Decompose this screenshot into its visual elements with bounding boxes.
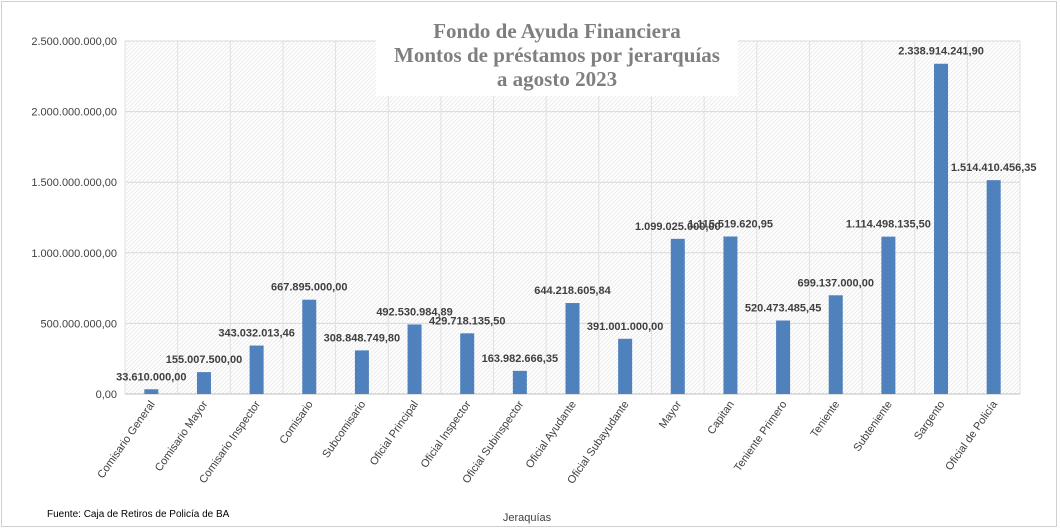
x-tick-label-8: Oficial Subinspector <box>460 399 526 486</box>
chart-title-line-3: a agosto 2023 <box>496 67 618 91</box>
y-tick-label: 2.500.000.000,00 <box>31 36 117 48</box>
y-tick-label: 500.000.000,00 <box>41 318 117 330</box>
bar-16 <box>934 63 949 395</box>
x-tick-label-1: Comisario General <box>95 399 157 481</box>
bar-13 <box>776 320 791 394</box>
chart-title-line-2: Montos de préstamos por jerarquías <box>394 43 720 67</box>
x-tick-label-6: Oficial Principal <box>368 399 421 468</box>
source-note: Fuente: Caja de Retiros de Policía de BA <box>47 509 230 520</box>
data-label-7: 429.718.135,50 <box>429 315 505 327</box>
data-label-10: 391.001.000,00 <box>587 321 663 333</box>
data-label-16: 2.338.914.241,90 <box>898 46 984 58</box>
x-tick-label-3: Comisario Inspector <box>197 399 263 486</box>
data-label-1: 33.610.000,00 <box>116 371 186 383</box>
data-label-2: 155.007.500,00 <box>166 354 242 366</box>
y-tick-label: 1.000.000.000,00 <box>31 248 117 260</box>
x-tick-label-7: Oficial Inspector <box>419 399 474 471</box>
x-tick-label-5: Subcomisario <box>320 399 368 460</box>
x-tick-label-9: Oficial Ayudante <box>524 399 579 471</box>
x-tick-label-14: Teniente <box>809 399 843 440</box>
data-label-17: 1.514.410.456,35 <box>951 162 1037 174</box>
data-label-3: 343.032.013,46 <box>218 328 294 340</box>
bar-14 <box>828 295 843 394</box>
chart-title: Fondo de Ayuda Financiera Montos de prés… <box>376 14 738 96</box>
bar-11 <box>670 238 685 394</box>
gridlines <box>124 40 1021 395</box>
x-tick-label-13: Teniente Primero <box>732 399 790 474</box>
bar-9 <box>565 303 580 394</box>
data-label-6: 492.530.984,89 <box>376 306 452 318</box>
bar-2 <box>196 372 211 394</box>
bar-7 <box>460 333 475 394</box>
data-label-13: 520.473.485,45 <box>745 303 821 315</box>
bar-6 <box>407 324 422 394</box>
x-axis-label: Jeraquías <box>502 512 552 524</box>
bars <box>144 63 1001 395</box>
bar-3 <box>249 345 264 394</box>
bar-15 <box>881 236 896 394</box>
y-tick-label: 1.500.000.000,00 <box>31 177 117 189</box>
data-label-9: 644.218.605,84 <box>534 285 611 297</box>
data-label-5: 308.848.749,80 <box>324 332 400 344</box>
data-label-4: 667.895.000,00 <box>271 282 347 294</box>
data-label-11: 1.099.025.000,00 <box>635 221 721 233</box>
x-tick-label-15: Subteniente <box>851 399 895 454</box>
data-label-8: 163.982.666,35 <box>482 353 558 365</box>
x-tick-label-17: Oficial de Policía <box>943 398 1000 473</box>
data-labels: 33.610.000,00 155.007.500,00 343.032.013,4… <box>116 46 1036 384</box>
bar-10 <box>618 338 633 394</box>
bar-1 <box>144 389 159 394</box>
bar-8 <box>512 370 527 394</box>
data-label-12: 1.115.519.620,95 <box>688 218 773 230</box>
y-tick-label: 2.000.000.000,00 <box>31 107 117 119</box>
bar-5 <box>354 350 369 394</box>
y-tick-labels: 0,00 500.000.000,00 1.000.000.000,00 1.500.… <box>31 36 117 401</box>
x-tick-label-16: Sargento <box>912 399 947 442</box>
x-tick-label-11: Mayor <box>657 399 685 431</box>
x-tick-label-12: Capitan <box>705 399 737 437</box>
data-label-15: 1.114.498.135,50 <box>846 219 931 231</box>
data-label-14: 699.137.000,00 <box>798 277 874 289</box>
bar-17 <box>986 180 1001 394</box>
bar-4 <box>302 299 317 394</box>
y-tick-label: 0,00 <box>96 389 117 401</box>
x-tick-label-10: Oficial Subayudante <box>565 399 631 487</box>
x-tick-label-2: Comisario Mayor <box>153 399 211 474</box>
bar-12 <box>723 236 738 394</box>
chart-title-line-1: Fondo de Ayuda Financiera <box>433 19 681 43</box>
x-tick-label-4: Comisario <box>277 399 315 446</box>
